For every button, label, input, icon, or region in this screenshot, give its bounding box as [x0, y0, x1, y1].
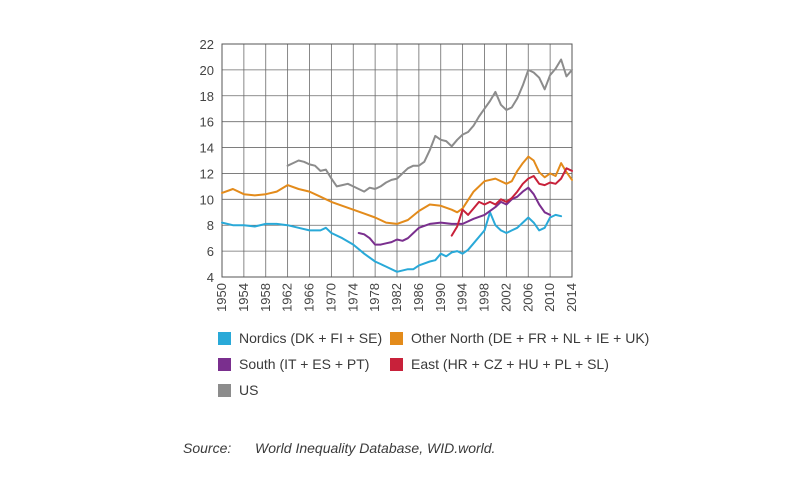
source-label: Source:	[183, 440, 232, 456]
source-text: World Inequality Database, WID.world.	[255, 440, 496, 456]
legend-label-nordics: Nordics (DK + FI + SE)	[239, 330, 383, 346]
x-tick-label: 2002	[498, 283, 513, 312]
x-tick-label: 1958	[258, 283, 273, 312]
y-axis-tick-labels: 4 6 8 10 12 14 16 18 20 22	[200, 37, 214, 285]
source-note: Source: World Inequality Database, WID.wo…	[183, 440, 495, 456]
y-tick-label: 8	[207, 218, 214, 233]
y-tick-label: 18	[200, 89, 214, 104]
series-line-east	[450, 167, 573, 237]
series-line-south	[357, 186, 552, 246]
series-line-other	[221, 155, 573, 225]
x-tick-label: 2010	[542, 283, 557, 312]
x-tick-label: 1970	[323, 283, 338, 312]
series-line-us	[286, 58, 573, 193]
legend-swatch-other-north	[390, 331, 403, 345]
legend-item-other-north: Other North (DE + FR + NL + IE + UK)	[390, 330, 649, 346]
x-tick-label: 1962	[280, 283, 295, 312]
y-tick-label: 14	[200, 141, 214, 156]
y-tick-label: 6	[207, 244, 214, 259]
x-tick-label: 1998	[477, 283, 492, 312]
legend-swatch-east	[390, 357, 403, 371]
x-tick-label: 2014	[564, 283, 579, 312]
y-tick-label: 4	[207, 270, 214, 285]
x-tick-label: 1990	[433, 283, 448, 312]
y-tick-label: 10	[200, 192, 214, 207]
x-tick-label: 1974	[345, 283, 360, 312]
legend-item-east: East (HR + CZ + HU + PL + SL)	[390, 356, 609, 372]
grid	[221, 43, 573, 278]
legend-label-south: South (IT + ES + PT)	[239, 356, 370, 372]
legend-swatch-south	[218, 357, 231, 371]
y-tick-label: 12	[200, 166, 214, 181]
legend-label-us: US	[239, 382, 259, 398]
series-line-nordics	[221, 211, 563, 273]
legend-item-us: US	[218, 382, 258, 398]
y-tick-label: 16	[200, 115, 214, 130]
legend-label-other-north: Other North (DE + FR + NL + IE + UK)	[411, 330, 650, 346]
y-tick-label: 22	[200, 37, 214, 52]
x-tick-label: 2006	[520, 283, 535, 312]
x-axis-tick-labels: 1950 1954 1958 1962 1966 1970 1974 1978 1982 1986…	[214, 283, 579, 312]
x-tick-label: 1950	[214, 283, 229, 312]
x-tick-label: 1978	[367, 283, 382, 312]
x-tick-label: 1986	[411, 283, 426, 312]
series-lines	[221, 58, 573, 273]
x-tick-label: 1994	[455, 283, 470, 312]
y-tick-label: 20	[200, 63, 214, 78]
legend-item-nordics: Nordics (DK + FI + SE)	[218, 330, 382, 346]
legend-label-east: East (HR + CZ + HU + PL + SL)	[411, 356, 609, 372]
legend-swatch-nordics	[218, 331, 231, 345]
plot-frame	[221, 43, 573, 278]
x-tick-label: 1982	[389, 283, 404, 312]
legend-swatch-us	[218, 383, 231, 397]
x-tick-label: 1966	[302, 283, 317, 312]
x-tick-label: 1954	[236, 283, 251, 312]
legend-item-south: South (IT + ES + PT)	[218, 356, 369, 372]
